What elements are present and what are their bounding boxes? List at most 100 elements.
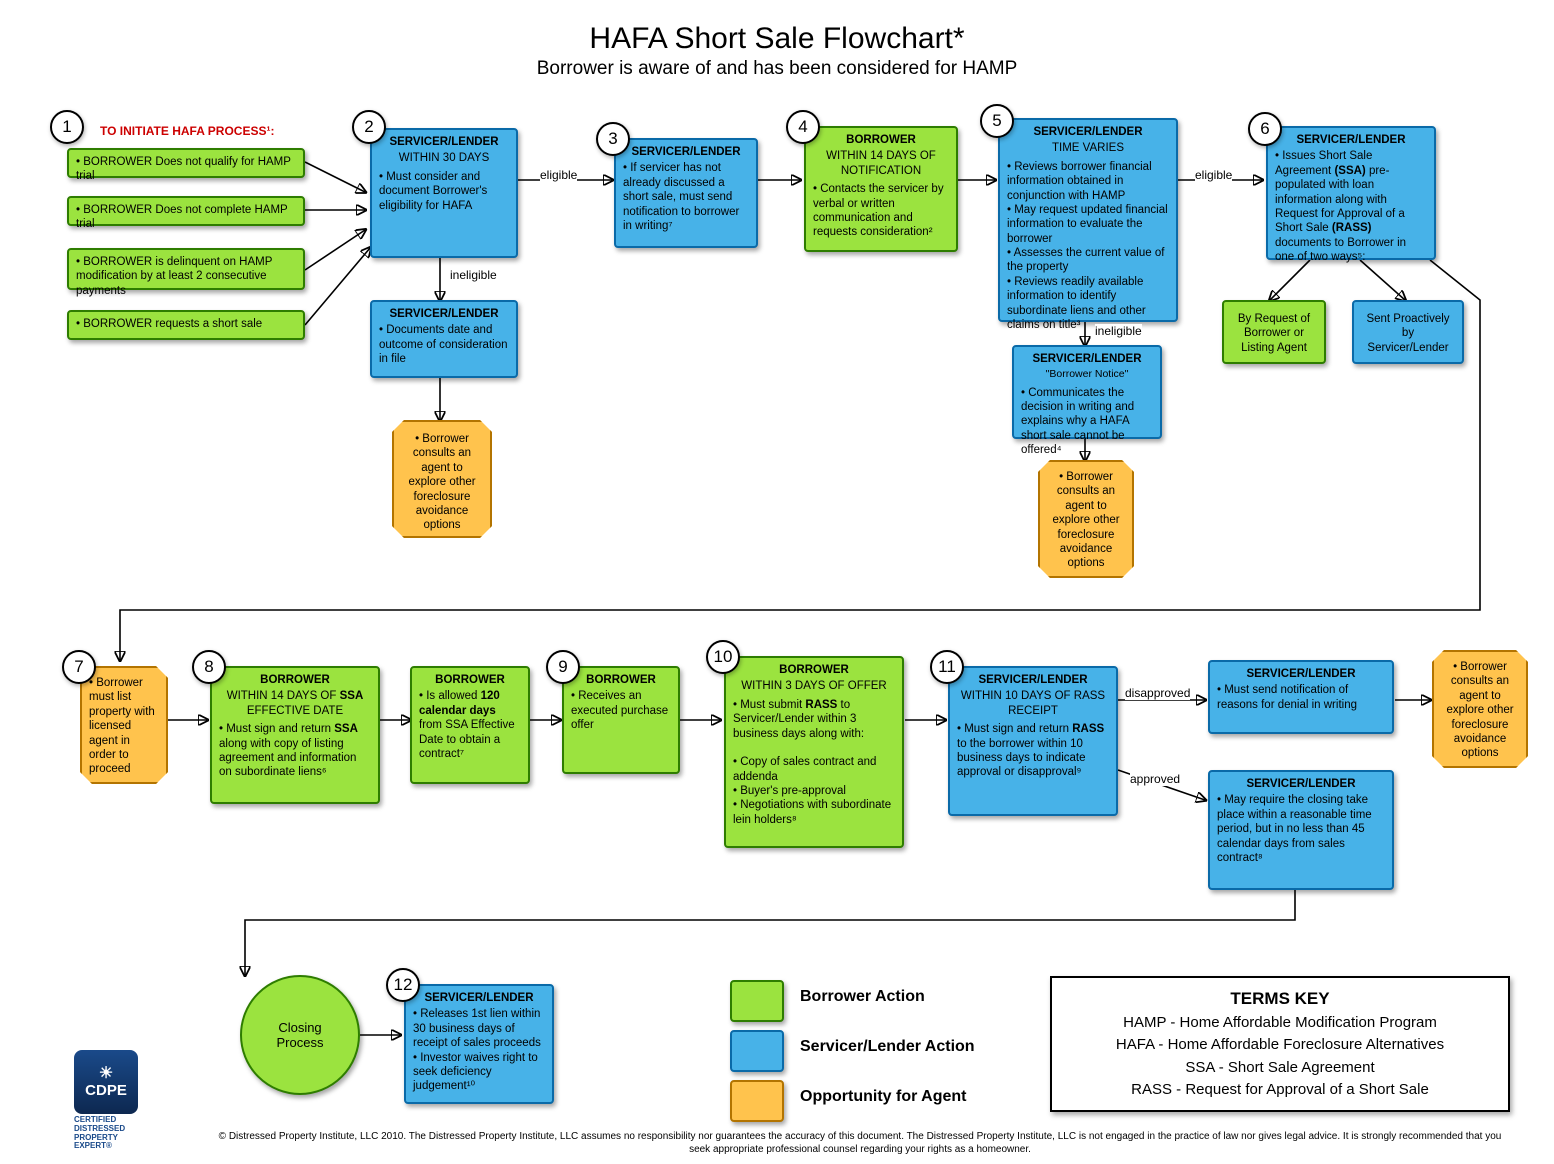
n5b-body: • Communicates the decision in writing a… <box>1021 387 1134 457</box>
n11: SERVICER/LENDER WITHIN 10 DAYS OF RASS R… <box>948 666 1118 816</box>
terms-line-3: RASS - Request for Approval of a Short S… <box>1064 1079 1496 1102</box>
n2b-header: SERVICER/LENDER <box>379 307 509 321</box>
label-ineligible-2: ineligible <box>1095 324 1142 338</box>
n1b: • BORROWER Does not complete HAMP trial <box>67 196 305 226</box>
n5: SERVICER/LENDER TIME VARIES • Reviews bo… <box>998 118 1178 322</box>
step-number-10: 10 <box>706 640 740 674</box>
n8: BORROWER WITHIN 14 DAYS OF SSA EFFECTIVE… <box>210 666 380 804</box>
n4-sub: WITHIN 14 DAYS OF NOTIFICATION <box>813 149 949 178</box>
n11-header: SERVICER/LENDER <box>957 673 1109 687</box>
n8-header: BORROWER <box>219 673 371 687</box>
step-number-12: 12 <box>386 968 420 1002</box>
step-number-11: 11 <box>930 650 964 684</box>
n1c: • BORROWER is delinquent on HAMP modific… <box>67 248 305 290</box>
n8-body: • Must sign and return SSA along with co… <box>219 723 358 778</box>
terms-line-1: HAFA - Home Affordable Foreclosure Alter… <box>1064 1034 1496 1057</box>
n11-sub: WITHIN 10 DAYS OF RASS RECEIPT <box>957 689 1109 718</box>
sun-icon: ☀ <box>99 1066 113 1082</box>
n7: • Borrower must list property with licen… <box>80 666 168 784</box>
legend-label-blue: Servicer/Lender Action <box>800 1038 975 1056</box>
step-number-2: 2 <box>352 110 386 144</box>
n3-header: SERVICER/LENDER <box>623 145 749 159</box>
n11b: SERVICER/LENDER • May require the closin… <box>1208 770 1394 890</box>
n10-sub: WITHIN 3 DAYS OF OFFER <box>733 679 895 693</box>
legend-label-green: Borrower Action <box>800 988 925 1006</box>
step-number-3: 3 <box>596 122 630 156</box>
n5b-header: SERVICER/LENDER <box>1021 352 1153 366</box>
label-eligible-1: eligible <box>540 168 577 182</box>
n11a-body: • Must send notification of reasons for … <box>1217 684 1357 710</box>
initiate-label: TO INITIATE HAFA PROCESS¹: <box>100 124 274 138</box>
step-number-8: 8 <box>192 650 226 684</box>
terms-line-2: SSA - Short Sale Agreement <box>1064 1057 1496 1080</box>
n4-body: • Contacts the servicer by verbal or wri… <box>813 183 944 238</box>
n5-sub: TIME VARIES <box>1007 141 1169 155</box>
n6b: Sent Proactively by Servicer/Lender <box>1352 300 1464 364</box>
n10: BORROWER WITHIN 3 DAYS OF OFFER • Must s… <box>724 656 904 848</box>
n12-header: SERVICER/LENDER <box>413 991 545 1005</box>
n12-body: • Releases 1st lien within 30 business d… <box>413 1008 541 1092</box>
cdpe-full-2: PROPERTY EXPERT® <box>74 1134 154 1152</box>
n10-body: • Must submit RASS to Servicer/Lender wi… <box>733 699 891 826</box>
n11-body: • Must sign and return RASS to the borro… <box>957 723 1104 778</box>
n5c: • Borrower consults an agent to explore … <box>1038 460 1134 578</box>
n2-body: • Must consider and document Borrower's … <box>379 171 487 212</box>
n2-sub: WITHIN 30 DAYS <box>379 151 509 165</box>
cdpe-logo-icon: ☀ CDPE <box>74 1050 138 1114</box>
step-number-4: 4 <box>786 110 820 144</box>
n8b: BORROWER • Is allowed 120 calendar days … <box>410 666 530 784</box>
n2: SERVICER/LENDER WITHIN 30 DAYS • Must co… <box>370 128 518 258</box>
n5-body: • Reviews borrower financial information… <box>1007 161 1168 331</box>
footer-disclaimer: © Distressed Property Institute, LLC 201… <box>210 1130 1510 1156</box>
n2c: • Borrower consults an agent to explore … <box>392 420 492 538</box>
step-number-5: 5 <box>980 104 1014 138</box>
terms-line-0: HAMP - Home Affordable Modification Prog… <box>1064 1012 1496 1035</box>
n8b-body: • Is allowed 120 calendar days from SSA … <box>419 690 515 760</box>
cdpe-badge: ☀ CDPE CERTIFIED DISTRESSED PROPERTY EXP… <box>74 1050 154 1151</box>
n6-body: • Issues Short Sale Agreement (SSA) pre-… <box>1275 150 1406 263</box>
n4-header: BORROWER <box>813 133 949 147</box>
legend-swatch-orange <box>730 1080 784 1122</box>
n4: BORROWER WITHIN 14 DAYS OF NOTIFICATION … <box>804 126 958 252</box>
closing-circle: Closing Process <box>240 975 360 1095</box>
n3-body: • If servicer has not already discussed … <box>623 162 739 232</box>
n10-header: BORROWER <box>733 663 895 677</box>
n6-header: SERVICER/LENDER <box>1275 133 1427 147</box>
n11a-header: SERVICER/LENDER <box>1217 667 1385 681</box>
flowchart-canvas: HAFA Short Sale Flowchart* Borrower is a… <box>0 0 1554 1164</box>
label-eligible-2: eligible <box>1195 168 1232 182</box>
n11b-header: SERVICER/LENDER <box>1217 777 1385 791</box>
step-number-7: 7 <box>62 650 96 684</box>
n2-header: SERVICER/LENDER <box>379 135 509 149</box>
n5b: SERVICER/LENDER "Borrower Notice" • Comm… <box>1012 345 1162 439</box>
label-disapproved: disapproved <box>1125 686 1190 700</box>
n2b: SERVICER/LENDER • Documents date and out… <box>370 300 518 378</box>
n5-header: SERVICER/LENDER <box>1007 125 1169 139</box>
n2b-body: • Documents date and outcome of consider… <box>379 324 508 365</box>
n9: BORROWER • Receives an executed purchase… <box>562 666 680 774</box>
n8-sub: WITHIN 14 DAYS OF SSA EFFECTIVE DATE <box>219 689 371 718</box>
n9-header: BORROWER <box>571 673 671 687</box>
step-number-6: 6 <box>1248 112 1282 146</box>
terms-heading: TERMS KEY <box>1064 986 1496 1012</box>
step-number-1: 1 <box>50 110 84 144</box>
label-ineligible-1: ineligible <box>450 268 497 282</box>
n11a: SERVICER/LENDER • Must send notification… <box>1208 660 1394 734</box>
page-subtitle: Borrower is aware of and has been consid… <box>0 58 1554 80</box>
legend-swatch-blue <box>730 1030 784 1072</box>
step-number-9: 9 <box>546 650 580 684</box>
cdpe-abbr: CDPE <box>85 1082 127 1099</box>
legend-label-orange: Opportunity for Agent <box>800 1088 967 1106</box>
n1a: • BORROWER Does not qualify for HAMP tri… <box>67 148 305 178</box>
page-title: HAFA Short Sale Flowchart* <box>0 22 1554 56</box>
label-approved: approved <box>1130 772 1180 786</box>
n3: SERVICER/LENDER • If servicer has not al… <box>614 138 758 248</box>
n6: SERVICER/LENDER • Issues Short Sale Agre… <box>1266 126 1436 260</box>
n6a: By Request of Borrower or Listing Agent <box>1222 300 1326 364</box>
n5b-sub: "Borrower Notice" <box>1021 368 1153 381</box>
n9-body: • Receives an executed purchase offer <box>571 690 668 731</box>
n8b-header: BORROWER <box>419 673 521 687</box>
legend-swatch-green <box>730 980 784 1022</box>
n11c: • Borrower consults an agent to explore … <box>1432 650 1528 768</box>
n12: SERVICER/LENDER • Releases 1st lien with… <box>404 984 554 1104</box>
